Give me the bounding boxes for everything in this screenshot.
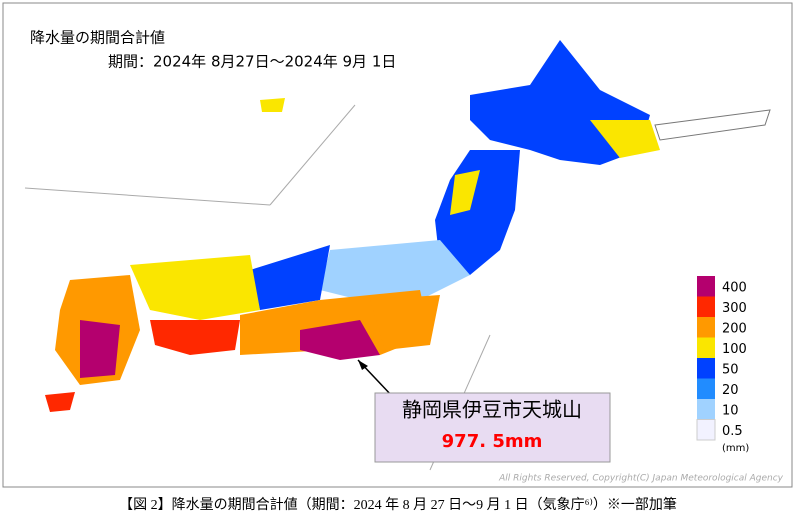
legend-label: 100 xyxy=(722,342,747,357)
hokkaido-east xyxy=(590,120,660,158)
arrow-head xyxy=(358,360,368,370)
legend-label: 300 xyxy=(722,301,747,316)
copyright: All Rights Reserved, Copyright(C) Japan … xyxy=(498,474,784,484)
legend-swatch xyxy=(697,337,715,358)
callout-place: 静岡県伊豆市天城山 xyxy=(402,398,582,422)
kanto-south xyxy=(370,295,440,350)
shikoku xyxy=(150,320,240,355)
hokuriku xyxy=(250,245,330,310)
tohoku-west xyxy=(450,170,480,215)
islands xyxy=(260,98,285,112)
caption: 【図 2】降水量の期間合計値（期間：2024 年 8 月 27 日～9 月 1 … xyxy=(119,497,677,513)
callout-box xyxy=(374,392,611,463)
legend-swatch xyxy=(696,419,716,441)
legend: 400 300 200 100 50 20 10 0.5 (mm) xyxy=(696,276,749,454)
shizuoka xyxy=(300,320,380,360)
legend-swatch xyxy=(697,378,715,399)
legend-label: 50 xyxy=(722,362,739,377)
boundary-line xyxy=(269,104,356,206)
legend-label: 200 xyxy=(722,321,747,336)
map xyxy=(24,40,771,471)
map-title: 降水量の期間合計値 xyxy=(30,29,165,47)
legend-label: 0.5 xyxy=(722,424,743,439)
legend-swatch xyxy=(697,358,715,379)
callout-amount: 977. 5mm xyxy=(442,431,543,452)
map-period: 期間：2024年 8月27日～2024年 9月 1日 xyxy=(108,53,396,71)
islands xyxy=(45,392,75,412)
legend-swatch xyxy=(697,399,715,420)
kyushu-south xyxy=(80,320,120,378)
kanto-north xyxy=(320,240,470,300)
kuril xyxy=(654,109,771,141)
legend-label: 400 xyxy=(722,280,747,295)
legend-swatch xyxy=(697,317,715,338)
boundary-line xyxy=(24,187,271,206)
legend-swatch xyxy=(697,296,715,317)
legend-label: 10 xyxy=(722,403,739,418)
legend-unit: (mm) xyxy=(722,443,749,454)
chugoku xyxy=(130,255,260,320)
legend-label: 20 xyxy=(722,383,739,398)
legend-swatch xyxy=(697,276,715,297)
